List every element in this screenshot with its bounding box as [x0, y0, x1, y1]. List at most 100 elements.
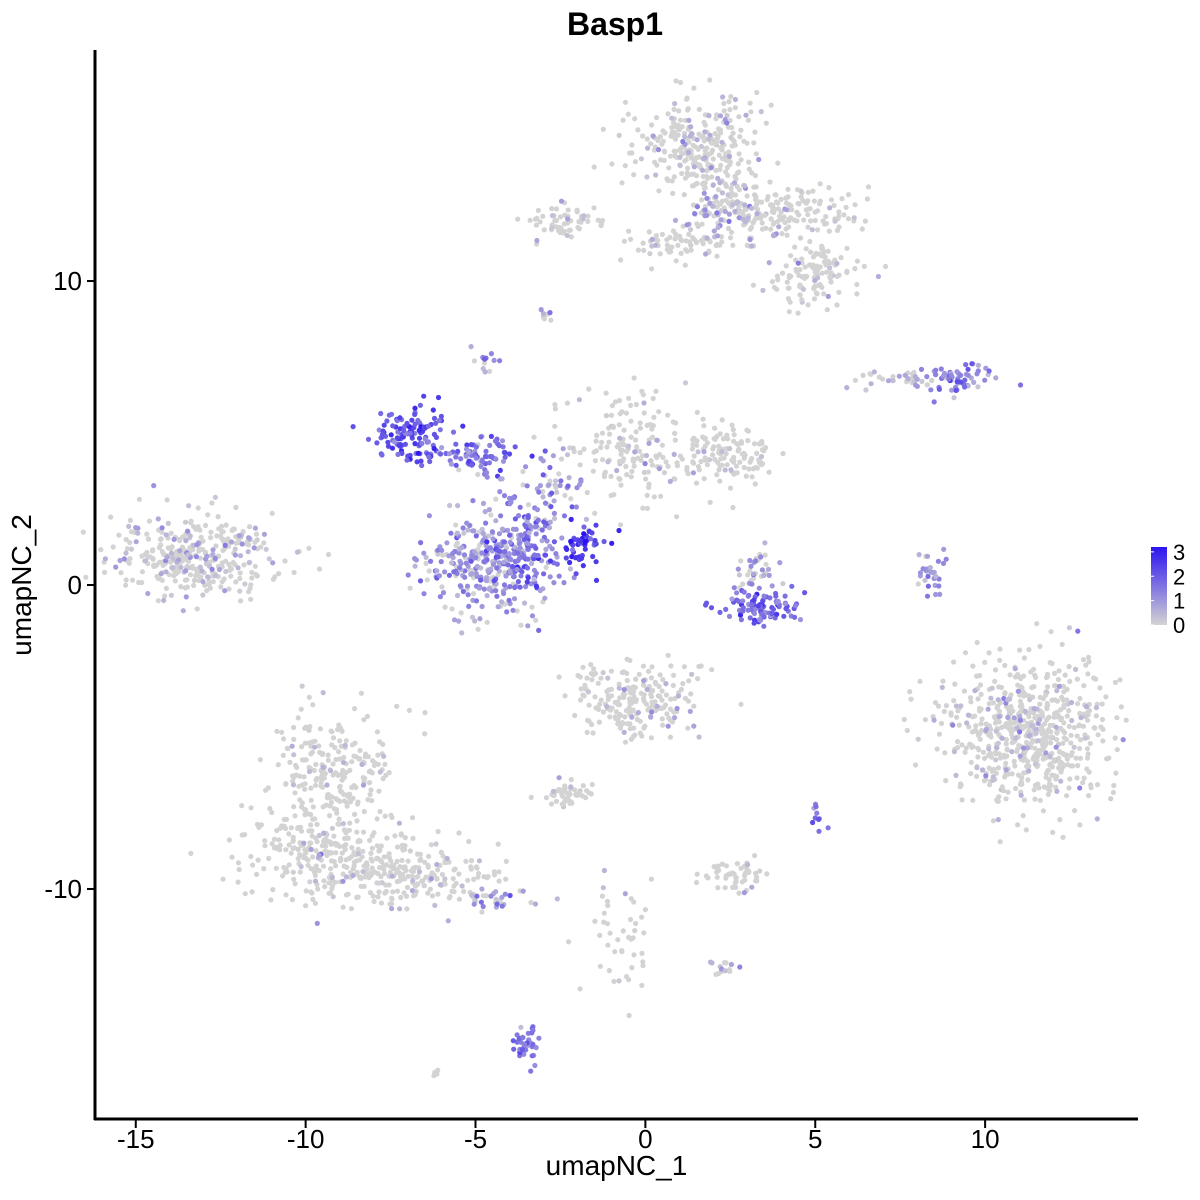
cell-point [813, 290, 819, 296]
cell-point [671, 106, 677, 112]
cell-point [627, 916, 634, 923]
cell-point [317, 726, 323, 732]
cell-point [665, 177, 671, 184]
cell-point [954, 714, 960, 720]
cell-point [1035, 738, 1041, 744]
cell-point [320, 863, 327, 869]
cell-point [503, 858, 509, 864]
cell-point [433, 420, 439, 426]
cell-point [940, 373, 947, 379]
cell-point [953, 703, 960, 709]
cell-point [354, 818, 360, 824]
cell-point [274, 728, 280, 734]
cell-point [915, 736, 921, 742]
cell-point [1066, 625, 1072, 631]
cell-point [753, 878, 759, 884]
cell-point [1007, 696, 1013, 702]
cell-point [316, 743, 322, 749]
cell-point [327, 813, 333, 819]
cell-point [480, 893, 486, 899]
cell-point [458, 610, 464, 616]
cell-point [938, 366, 944, 372]
cell-point [282, 558, 288, 564]
cell-point [751, 140, 757, 146]
cell-point [979, 767, 986, 773]
cell-point [726, 613, 733, 620]
cell-point [524, 483, 530, 489]
cell-point [610, 424, 617, 430]
cell-point [1020, 726, 1026, 732]
cell-point [1112, 735, 1118, 741]
cell-point [922, 717, 929, 723]
cell-point [417, 578, 424, 584]
cell-point [299, 744, 305, 750]
cell-point [375, 894, 381, 900]
cell-point [722, 968, 728, 974]
cell-point [516, 513, 522, 519]
cell-point [229, 854, 235, 860]
cell-point [295, 715, 301, 721]
cell-point [253, 531, 260, 537]
cell-point [722, 208, 728, 215]
cell-point [1024, 763, 1030, 770]
cell-point [649, 266, 655, 272]
cell-point [560, 446, 566, 452]
cell-point [1019, 704, 1025, 710]
cell-point [691, 723, 697, 729]
cell-point [254, 821, 261, 828]
cell-point [456, 565, 463, 571]
cell-point [540, 213, 546, 219]
cell-point [681, 192, 687, 198]
cell-point [276, 837, 282, 843]
cell-point [672, 715, 678, 721]
cell-point [422, 436, 428, 442]
cell-point [415, 873, 421, 880]
cell-point [729, 143, 735, 149]
cell-point [421, 591, 427, 597]
cell-point [828, 279, 834, 285]
cell-point [712, 141, 718, 147]
cell-point [1114, 747, 1120, 753]
cell-point [329, 825, 335, 831]
cell-point [633, 401, 640, 408]
cell-point [574, 209, 580, 215]
cell-point [450, 429, 457, 435]
cell-point [533, 1045, 539, 1051]
cell-point [437, 882, 443, 888]
cell-point [973, 728, 979, 734]
cell-point [341, 798, 348, 804]
cell-point [297, 869, 303, 875]
cell-point [634, 444, 640, 450]
cell-point [542, 552, 549, 558]
cell-point [388, 432, 394, 438]
cell-point [969, 361, 975, 367]
cell-point [478, 434, 484, 440]
cell-point [529, 1030, 535, 1036]
cell-point [558, 198, 565, 204]
cell-point [694, 204, 701, 210]
cell-point [212, 494, 218, 500]
cell-point [445, 918, 451, 924]
cell-point [995, 765, 1002, 771]
cell-point [1099, 716, 1106, 723]
cell-point [277, 842, 283, 849]
cell-point [924, 553, 931, 559]
cell-point [657, 251, 663, 257]
cell-point [506, 551, 512, 557]
cell-point [708, 605, 715, 611]
cell-point [559, 801, 565, 807]
cell-point [723, 183, 730, 189]
cell-point [805, 189, 811, 195]
cell-point [729, 190, 735, 196]
cell-point [1002, 662, 1008, 669]
cell-point [1074, 733, 1080, 739]
cell-point [663, 681, 669, 687]
cell-point [712, 425, 718, 431]
cell-point [752, 853, 758, 859]
cell-point [745, 607, 751, 613]
cell-point [995, 798, 1001, 804]
cell-point [375, 752, 381, 758]
cell-point [1010, 739, 1016, 745]
cell-point [719, 198, 725, 204]
cell-point [499, 438, 506, 444]
